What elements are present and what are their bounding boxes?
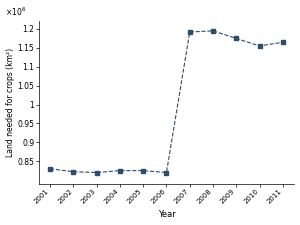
Y-axis label: Land needed for crops (km²): Land needed for crops (km²) [6,48,15,157]
Text: $\times10^6$: $\times10^6$ [5,6,26,18]
X-axis label: Year: Year [158,210,175,219]
